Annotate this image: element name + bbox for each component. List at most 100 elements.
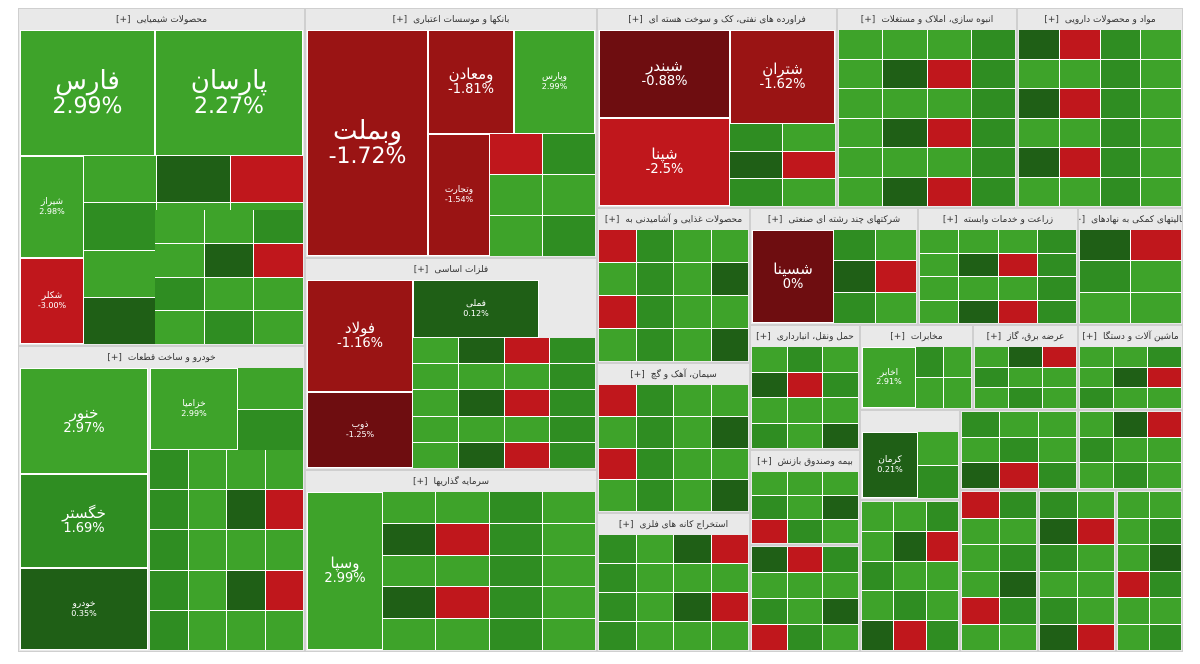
- ticker-tile[interactable]: [752, 496, 787, 519]
- ticker-tile[interactable]: [542, 587, 595, 619]
- ticker-tile[interactable]: [1019, 148, 1059, 177]
- ticker-tile[interactable]: [599, 448, 636, 480]
- ticker-tile[interactable]: [383, 492, 436, 523]
- ticker-tile[interactable]: [1131, 230, 1181, 261]
- ticker-tile[interactable]: [962, 437, 1000, 463]
- ticker-tile[interactable]: [550, 338, 595, 364]
- ticker-tile[interactable]: [920, 300, 959, 323]
- ticker-tile[interactable]: [1080, 292, 1130, 323]
- ticker-tile[interactable]: [490, 175, 542, 215]
- ticker-tile[interactable]: [674, 385, 711, 416]
- ticker-tile[interactable]: [944, 378, 971, 408]
- ticker-tile[interactable]: [883, 148, 927, 177]
- ticker-tile[interactable]: [918, 465, 958, 498]
- ticker-tile[interactable]: [711, 593, 748, 621]
- ticker-tile[interactable]: [883, 59, 927, 88]
- ticker-tile[interactable]: [157, 156, 230, 203]
- ticker-tile[interactable]: [823, 625, 858, 650]
- ticker-tile[interactable]: [204, 311, 254, 344]
- ticker-tile[interactable]: [254, 277, 303, 311]
- ticker-tile[interactable]: [787, 423, 823, 448]
- ticker-tile[interactable]: [823, 347, 858, 372]
- ticker-tile[interactable]: [862, 502, 894, 531]
- ticker-tile[interactable]: [238, 368, 303, 409]
- ticker-tile[interactable]: [674, 296, 711, 328]
- ticker-tile[interactable]: [1131, 261, 1181, 292]
- ticker-tile[interactable]: [787, 496, 823, 519]
- ticker-tile[interactable]: [599, 564, 636, 592]
- ticker-tile[interactable]: [711, 480, 748, 511]
- tile-khanvar[interactable]: خنور 2.97%: [20, 368, 148, 474]
- ticker-tile[interactable]: [787, 547, 823, 572]
- ticker-tile[interactable]: [1037, 230, 1076, 253]
- ticker-tile[interactable]: [1141, 59, 1181, 88]
- ticker-tile[interactable]: [383, 555, 436, 587]
- ticker-tile[interactable]: [752, 472, 787, 495]
- ticker-tile[interactable]: [1040, 624, 1077, 650]
- ticker-tile[interactable]: [504, 338, 550, 364]
- ticker-tile[interactable]: [674, 535, 711, 563]
- ticker-tile[interactable]: [1080, 261, 1130, 292]
- ticker-tile[interactable]: [971, 59, 1015, 88]
- ticker-tile[interactable]: [1059, 177, 1100, 206]
- ticker-tile[interactable]: [927, 148, 971, 177]
- ticker-tile[interactable]: [204, 210, 254, 243]
- ticker-tile[interactable]: [1131, 292, 1181, 323]
- ticker-tile[interactable]: [926, 621, 958, 650]
- ticker-tile[interactable]: [188, 570, 226, 610]
- ticker-tile[interactable]: [1037, 300, 1076, 323]
- ticker-tile[interactable]: [1080, 388, 1113, 408]
- ticker-tile[interactable]: [155, 210, 204, 243]
- ticker-tile[interactable]: [1100, 30, 1141, 59]
- tile-vabemellat[interactable]: وبملت -1.72%: [307, 30, 428, 256]
- ticker-tile[interactable]: [875, 261, 916, 292]
- ticker-tile[interactable]: [413, 442, 458, 468]
- ticker-tile[interactable]: [998, 230, 1037, 253]
- ticker-tile[interactable]: [1118, 598, 1149, 624]
- ticker-tile[interactable]: [599, 230, 636, 262]
- ticker-tile[interactable]: [230, 156, 303, 203]
- ticker-tile[interactable]: [542, 492, 595, 523]
- ticker-tile[interactable]: [489, 523, 542, 555]
- ticker-tile[interactable]: [550, 416, 595, 442]
- ticker-tile[interactable]: [227, 490, 265, 530]
- ticker-tile[interactable]: [227, 450, 265, 490]
- expand-button[interactable]: [+]: [890, 332, 905, 342]
- ticker-tile[interactable]: [84, 297, 157, 344]
- ticker-tile[interactable]: [599, 385, 636, 416]
- ticker-tile[interactable]: [894, 502, 926, 531]
- ticker-tile[interactable]: [265, 490, 303, 530]
- ticker-tile[interactable]: [783, 124, 835, 151]
- ticker-tile[interactable]: [926, 591, 958, 621]
- ticker-tile[interactable]: [1059, 89, 1100, 118]
- ticker-tile[interactable]: [787, 372, 823, 397]
- ticker-tile[interactable]: [999, 598, 1036, 624]
- ticker-tile[interactable]: [1148, 437, 1181, 463]
- expand-button[interactable]: [+]: [860, 15, 876, 25]
- ticker-tile[interactable]: [787, 573, 823, 598]
- ticker-tile[interactable]: [436, 587, 489, 619]
- ticker-tile[interactable]: [975, 347, 1008, 367]
- ticker-tile[interactable]: [823, 372, 858, 397]
- expand-button[interactable]: [+]: [618, 520, 634, 530]
- ticker-tile[interactable]: [1077, 545, 1114, 571]
- ticker-tile[interactable]: [599, 263, 636, 295]
- ticker-tile[interactable]: [944, 347, 971, 377]
- ticker-tile[interactable]: [711, 263, 748, 295]
- tile-khodro[interactable]: خودرو 0.35%: [20, 568, 148, 650]
- ticker-tile[interactable]: [636, 564, 673, 592]
- ticker-tile[interactable]: [1118, 545, 1149, 571]
- ticker-tile[interactable]: [150, 570, 188, 610]
- ticker-tile[interactable]: [542, 619, 595, 650]
- ticker-tile[interactable]: [959, 253, 998, 276]
- ticker-tile[interactable]: [599, 296, 636, 328]
- ticker-tile[interactable]: [636, 296, 673, 328]
- ticker-tile[interactable]: [550, 442, 595, 468]
- ticker-tile[interactable]: [962, 545, 999, 571]
- ticker-tile[interactable]: [752, 347, 787, 372]
- ticker-tile[interactable]: [752, 599, 787, 624]
- ticker-tile[interactable]: [998, 300, 1037, 323]
- ticker-tile[interactable]: [711, 296, 748, 328]
- ticker-tile[interactable]: [599, 416, 636, 448]
- ticker-tile[interactable]: [1077, 571, 1114, 597]
